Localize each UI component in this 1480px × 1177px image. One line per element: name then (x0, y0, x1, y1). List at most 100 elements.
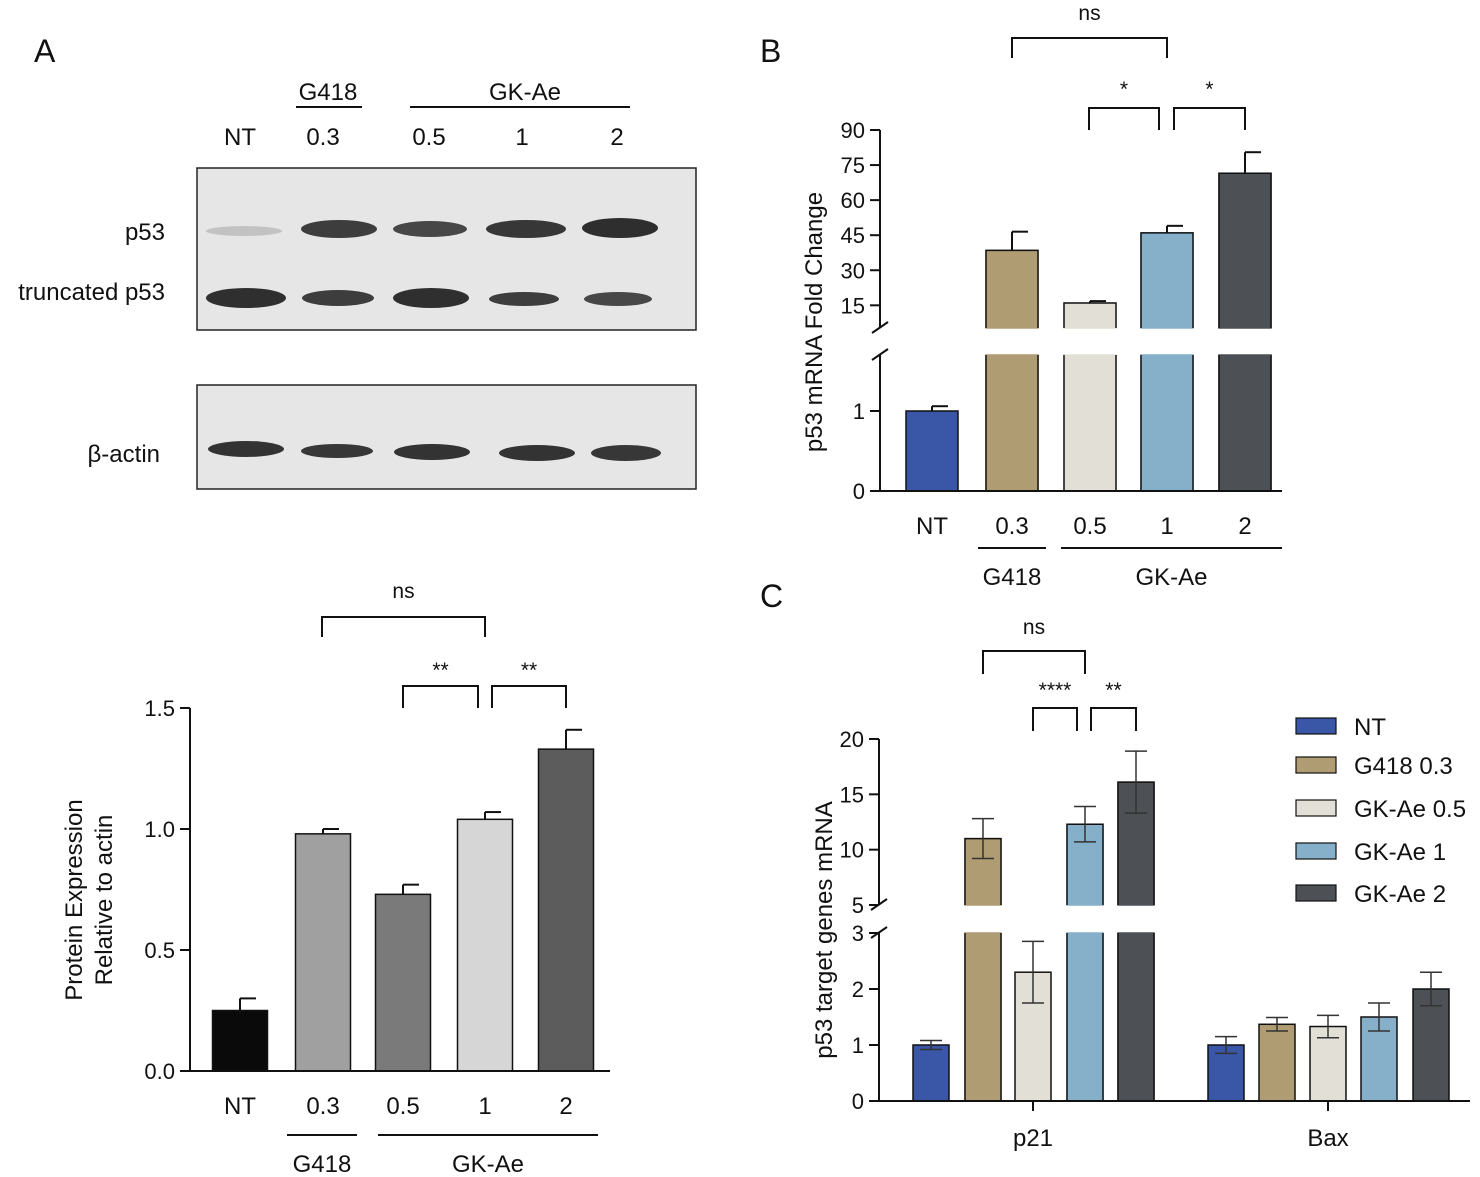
blot-band-p53-gkae-2 (582, 218, 658, 238)
significance-label: ** (1105, 679, 1121, 702)
bar-0.5 (374, 893, 432, 1072)
significance-bracket (491, 685, 567, 708)
bar-2-upper (1218, 172, 1272, 329)
legend-swatch (1295, 756, 1337, 774)
significance-label: ns (392, 580, 414, 603)
y-tick-label: 0.0 (144, 1059, 175, 1084)
y-axis-title: p53 target genes mRNA (811, 801, 838, 1058)
blot-row-label-p53: p53 (125, 219, 165, 246)
blot-lane-label: 0.5 (412, 124, 445, 151)
blot-group-gkae-label: GK-Ae (489, 79, 561, 106)
blot-band-trunc-gkae-1 (489, 292, 559, 306)
blot-band-p53-nt (206, 226, 282, 236)
legend-swatch (1295, 717, 1337, 735)
bar-Bax-G418 0.3 (1258, 1023, 1296, 1102)
x-tick-label: 0.5 (386, 1093, 419, 1120)
x-tick-label: NT (916, 513, 948, 540)
axis-break-mark (871, 321, 889, 334)
significance-bracket (1032, 707, 1078, 731)
y-tick-label: 15 (841, 293, 865, 318)
x-tick-label: p21 (1013, 1125, 1053, 1152)
bar-p21-G418 0.3-lower (964, 932, 1002, 1102)
y-tick-label: 15 (840, 782, 864, 807)
bar-0.3-lower (985, 354, 1039, 492)
legend-label: GK-Ae 1 (1354, 839, 1446, 866)
blot-band-trunc-gkae-2 (584, 292, 652, 306)
group-label: G418 (983, 564, 1042, 591)
x-tick-label: 2 (559, 1093, 572, 1120)
y-tick-label: 2 (852, 977, 864, 1002)
blot-band-p53-gkae-0.5 (393, 221, 467, 237)
bar-p21-GK-Ae 1-lower (1066, 932, 1104, 1102)
legend-label: G418 0.3 (1354, 753, 1453, 780)
bar-1-upper (1140, 232, 1194, 329)
legend-label: GK-Ae 0.5 (1354, 796, 1466, 823)
blot-lane-label: 0.3 (306, 124, 339, 151)
blot-band-actin-gkae-0.5 (394, 444, 470, 460)
bar-0.5-upper (1063, 302, 1117, 329)
panel-letter-a: A (34, 33, 56, 69)
significance-bracket (321, 616, 486, 637)
significance-bracket (1088, 107, 1160, 130)
bar-NT (211, 1009, 269, 1072)
x-tick-label: Bax (1307, 1125, 1348, 1152)
significance-label: * (1205, 78, 1213, 101)
y-tick-label: 10 (840, 838, 864, 863)
y-tick-label: 20 (840, 727, 864, 752)
y-tick-label: 1 (852, 1033, 864, 1058)
y-axis-title: p53 mRNA Fold Change (801, 192, 828, 452)
y-tick-label: 0 (853, 479, 865, 504)
x-tick-label: NT (224, 1093, 256, 1120)
x-tick-label: 0.3 (306, 1093, 339, 1120)
blot-band-actin-gkae-1 (499, 445, 575, 461)
blot-band-trunc-gkae-0.5 (393, 288, 469, 308)
significance-bracket (982, 650, 1086, 674)
y-axis-title-line: Relative to actin (91, 815, 118, 986)
y-tick-label: 1.5 (144, 696, 175, 721)
bar-0.3 (294, 833, 352, 1072)
bar-2-lower (1218, 354, 1272, 492)
y-tick-label: 90 (841, 118, 865, 143)
chart-p53-mrna: NT 0.3 0.5 1 2 0 1 15 30 45 60 75 90 p53 mRNA Fold Ch… (801, 2, 1282, 591)
bar-p21-GK-Ae 2-lower (1117, 932, 1155, 1102)
blot-band-trunc-nt (206, 288, 286, 308)
blot-membrane-actin (196, 384, 697, 490)
group-label: GK-Ae (1135, 564, 1207, 591)
bar-0.5-lower (1063, 354, 1117, 492)
y-tick-label: 30 (841, 258, 865, 283)
y-tick-label: 60 (841, 188, 865, 213)
significance-bracket (1011, 37, 1168, 58)
significance-label: * (1120, 78, 1128, 101)
bar-2 (537, 748, 595, 1072)
blot-band-actin-nt (208, 441, 284, 457)
significance-label: ns (1023, 616, 1045, 639)
y-tick-label: 5 (852, 893, 864, 918)
y-tick-label: 45 (841, 223, 865, 248)
bar-outline (1218, 172, 1272, 328)
legend-label: GK-Ae 2 (1354, 881, 1446, 908)
legend-label: NT (1354, 714, 1386, 741)
blot-row-label-truncated-p53: truncated p53 (18, 279, 165, 306)
bar-1-lower (1140, 354, 1194, 492)
blot-band-p53-g418 (301, 220, 377, 238)
blot-band-actin-gkae-2 (591, 445, 661, 461)
x-tick-label: 0.3 (995, 513, 1028, 540)
y-axis-title: Protein Expression Relative to actin (61, 799, 118, 1000)
bar-Bax-GK-Ae 1 (1360, 1016, 1398, 1102)
bar-NT (905, 410, 959, 492)
blot-band-p53-gkae-1 (486, 220, 566, 238)
group-label: GK-Ae (452, 1151, 524, 1177)
y-tick-label: 0 (852, 1089, 864, 1114)
y-tick-label: 3 (852, 921, 864, 946)
blot-row-label-actin: β-actin (88, 441, 161, 468)
bar-1 (456, 818, 514, 1072)
x-tick-label: 1 (478, 1093, 491, 1120)
bar-0.3-upper (985, 249, 1039, 329)
western-blot: G418 GK-Ae NT 0.3 0.5 1 2 p53 truncated … (18, 79, 697, 490)
blot-lane-label: NT (224, 124, 256, 151)
bar-p21-NT (912, 1044, 950, 1102)
x-tick-label: 2 (1238, 513, 1251, 540)
legend-swatch (1295, 799, 1337, 817)
x-tick-label: 1 (1160, 513, 1173, 540)
